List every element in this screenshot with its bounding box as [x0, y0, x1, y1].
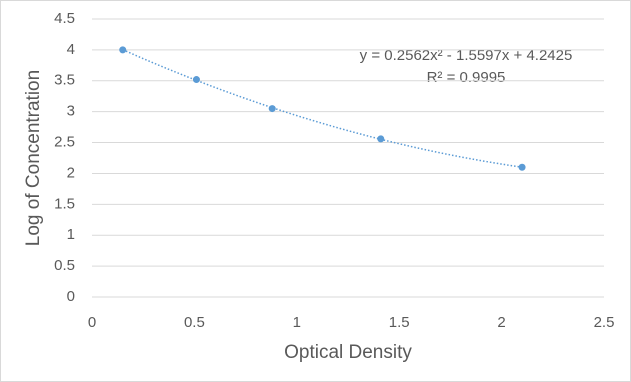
- r-squared: R² = 0.9995: [427, 69, 506, 86]
- y-tick-label: 0.5: [54, 257, 75, 274]
- y-tick-label: 2.5: [54, 134, 75, 151]
- y-tick-label: 4: [67, 41, 75, 58]
- x-tick-label: 2.5: [594, 314, 615, 331]
- data-point: [518, 163, 526, 171]
- y-axis-title: Log of Concentration: [23, 70, 44, 246]
- y-tick-label: 0: [67, 288, 75, 305]
- data-point: [192, 76, 200, 84]
- y-tick-label: 4.5: [54, 10, 75, 27]
- trendline-equation: y = 0.2562x² - 1.5597x + 4.2425: [360, 47, 573, 64]
- y-tick-label: 1: [67, 226, 75, 243]
- x-tick-label: 1: [293, 314, 301, 331]
- trendline: [122, 48, 523, 168]
- y-tick-label: 3.5: [54, 72, 75, 89]
- x-tick-label: 2: [497, 314, 505, 331]
- data-point: [377, 135, 385, 143]
- x-tick-label: 0: [88, 314, 96, 331]
- data-point: [268, 105, 276, 113]
- y-tick-label: 2: [67, 164, 75, 181]
- data-point: [119, 46, 127, 54]
- x-tick-label: 0.5: [184, 314, 205, 331]
- y-tick-label: 1.5: [54, 195, 75, 212]
- x-axis-title: Optical Density: [284, 342, 412, 363]
- y-tick-label: 3: [67, 103, 75, 120]
- x-tick-label: 1.5: [389, 314, 410, 331]
